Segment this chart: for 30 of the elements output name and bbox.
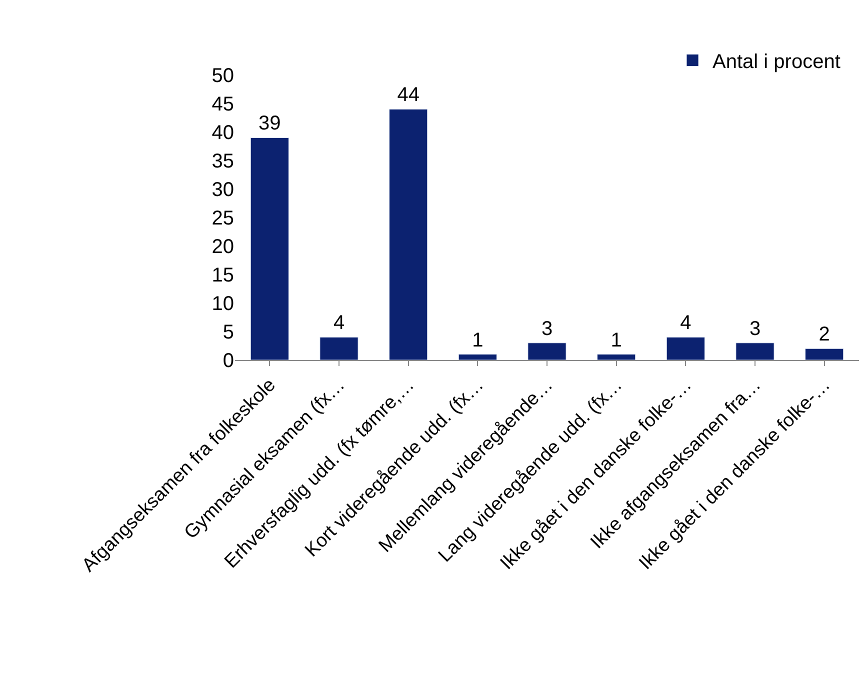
bar [597,354,636,360]
bar [528,342,566,360]
bar [805,348,844,360]
legend-label: Antal i procent [712,51,841,74]
y-tick-label: 45 [212,94,234,116]
bar [666,336,705,360]
y-tick-label: 40 [212,122,234,144]
data-label: 2 [818,324,830,346]
data-label: 4 [680,312,692,334]
y-tick-label: 0 [222,350,234,372]
y-tick-label: 20 [212,236,234,258]
y-tick-label: 5 [222,322,234,344]
bar [458,354,497,360]
data-label: 4 [333,312,345,334]
data-label: 3 [749,318,761,340]
bar [250,137,289,360]
data-label: 3 [541,318,553,340]
data-label: 44 [397,84,420,106]
y-tick-label: 50 [212,65,234,87]
bar [320,336,358,360]
data-label: 39 [258,112,281,135]
y-tick-label: 10 [212,293,234,315]
y-tick-label: 15 [212,264,234,286]
y-tick-label: 30 [212,179,234,201]
data-label: 1 [610,329,622,352]
data-label: 1 [472,329,484,352]
y-tick-label: 35 [212,150,234,172]
bar [736,342,774,360]
bar [389,108,428,360]
y-tick-label: 25 [212,208,234,230]
